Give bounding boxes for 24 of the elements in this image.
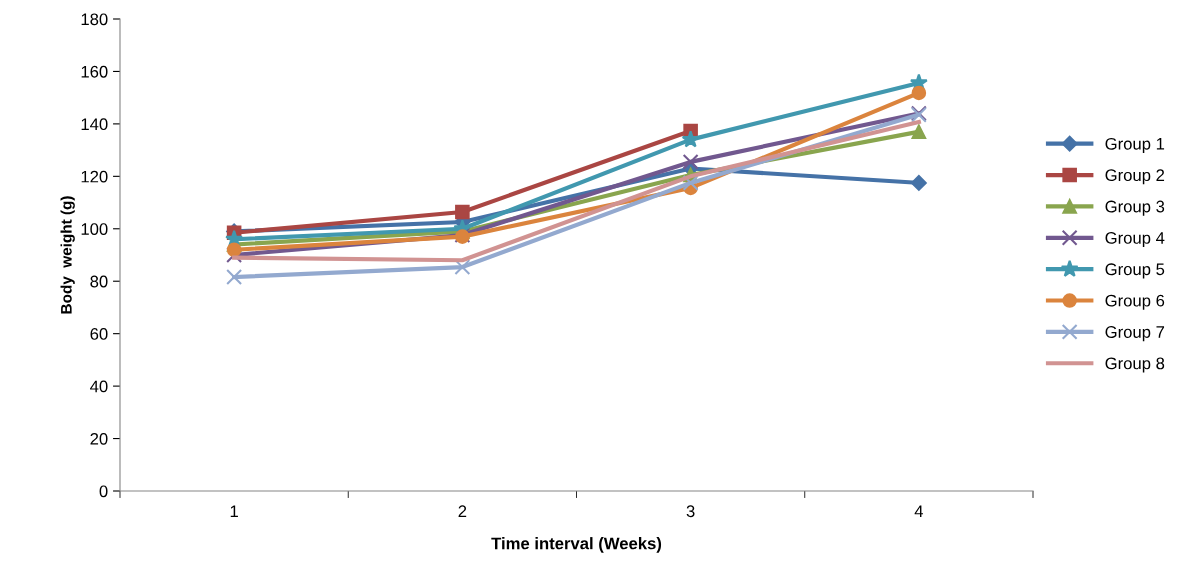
y-tick-label: 60 (90, 328, 108, 340)
y-axis-title: Body weight (g) (60, 196, 75, 314)
y-tick-label: 20 (90, 432, 108, 445)
legend-label: Group 6 (1105, 294, 1165, 310)
legend-label: Group 2 (1105, 169, 1165, 185)
legend-label: Group 7 (1105, 326, 1165, 342)
x-tick-label: 1 (230, 505, 238, 517)
y-tick-label: 140 (81, 118, 108, 131)
y-tick-label: 80 (90, 275, 108, 288)
x-tick-label: 2 (458, 505, 467, 517)
y-tick-label: 180 (81, 13, 108, 26)
legend-label: Group 8 (1105, 357, 1165, 373)
legend-label: Group 5 (1105, 263, 1165, 279)
x-axis-title: Time interval (Weeks) (491, 537, 662, 553)
y-tick-label: 160 (81, 65, 108, 78)
legend-label: Group 1 (1105, 137, 1165, 153)
y-tick-label: 40 (90, 380, 108, 393)
x-tick-label: 3 (686, 505, 695, 518)
legend-label: Group 4 (1105, 231, 1165, 248)
x-tick-label: 4 (914, 505, 924, 517)
y-tick-label: 0 (99, 485, 108, 498)
y-tick-label: 120 (81, 170, 108, 183)
legend-label: Group 3 (1105, 200, 1165, 216)
y-tick-label: 100 (81, 223, 108, 235)
